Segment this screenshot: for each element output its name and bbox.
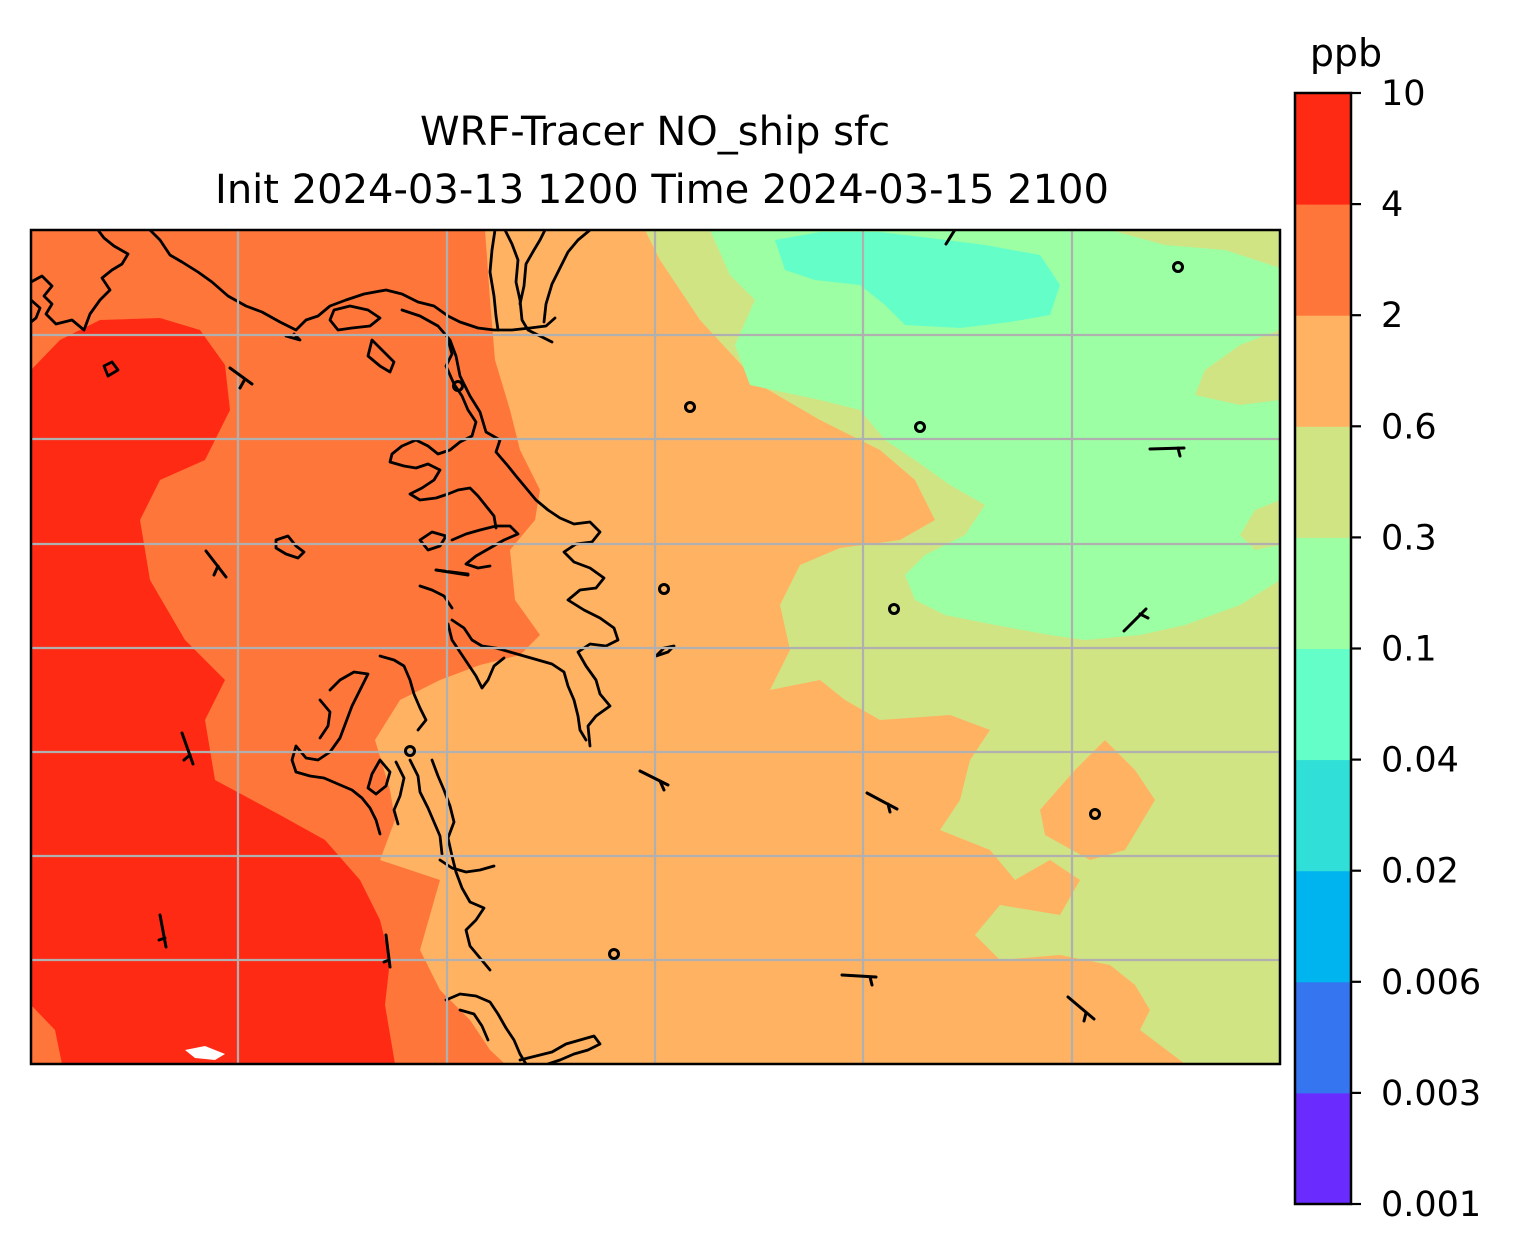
wind-barb [638, 769, 670, 792]
calm-wind-marker [404, 745, 416, 757]
coastlines [31, 230, 676, 1064]
concentration-band-0.04-0.1 [775, 232, 1060, 328]
calm-wind-marker [684, 401, 696, 413]
wind-barb [228, 366, 254, 390]
no-data-patch [185, 1046, 225, 1060]
calm-wind-marker [1089, 808, 1101, 820]
map-title-line2: Init 2024-03-13 1200 Time 2024-03-15 210… [215, 167, 1109, 213]
calm-wind-marker [888, 603, 900, 615]
colorbar-segment [1295, 315, 1351, 427]
colorbar-segment [1295, 204, 1351, 316]
colorbar-segment [1295, 870, 1351, 983]
colorbar: 0.001 0.003 0.006 0.02 0.04 0.1 0.3 0.6 2 4 10 ppb [1293, 31, 1481, 1225]
colorbar-segment [1295, 759, 1351, 872]
wind-barb [157, 913, 168, 949]
wind-barb [840, 973, 878, 987]
colorbar-segment [1295, 426, 1351, 538]
colorbar-tick-label: 0.3 [1381, 518, 1437, 558]
colorbar-segment [1295, 1092, 1351, 1205]
colorbar-tick-label: 0.006 [1381, 963, 1481, 1003]
colorbar-tick-label: 0.04 [1381, 741, 1459, 781]
colorbar-tick-label: 0.003 [1381, 1074, 1481, 1114]
calm-wind-marker [658, 583, 670, 595]
colorbar-tick-label: 0.001 [1381, 1185, 1481, 1225]
map-title-line1: WRF-Tracer NO_ship sfc [420, 109, 890, 155]
wind-barbs [157, 230, 1186, 1023]
colorbar-tick-label: 4 [1381, 185, 1403, 225]
colorbar-segment [1295, 537, 1351, 649]
wind-barb [1066, 995, 1096, 1023]
colorbar-tick-label: 0.1 [1381, 630, 1437, 670]
calm-wind-marker [452, 380, 464, 392]
colorbar-tick-label: 10 [1381, 74, 1426, 114]
map-gridlines [31, 230, 1280, 1064]
map-panel [31, 230, 1280, 1064]
calm-wind-marker [608, 948, 620, 960]
colorbar-tick-label: 2 [1381, 296, 1403, 336]
wind-barb [1148, 446, 1186, 458]
wind-barb [180, 731, 195, 766]
wind-barb [865, 791, 899, 814]
calm-wind-marker [914, 421, 926, 433]
colorbar-segment [1295, 981, 1351, 1094]
colorbar-unit: ppb [1310, 31, 1382, 75]
wind-barb [434, 568, 470, 577]
colorbar-segment [1295, 93, 1351, 205]
map-frame [29, 228, 1282, 1066]
colorbar-tick-label: 0.6 [1381, 407, 1437, 447]
calm-wind-marker [1172, 261, 1184, 273]
concentration-band-0.6-2-patch [1040, 740, 1155, 860]
colorbar-segment [1295, 648, 1351, 761]
concentration-band-over-4 [31, 318, 395, 1064]
wind-barb [382, 933, 392, 969]
wind-barb [1122, 607, 1150, 633]
colorbar-tick-label: 0.02 [1381, 852, 1459, 892]
concentration-band-0.1-0.3 [710, 230, 1280, 640]
wind-barb [204, 549, 228, 579]
